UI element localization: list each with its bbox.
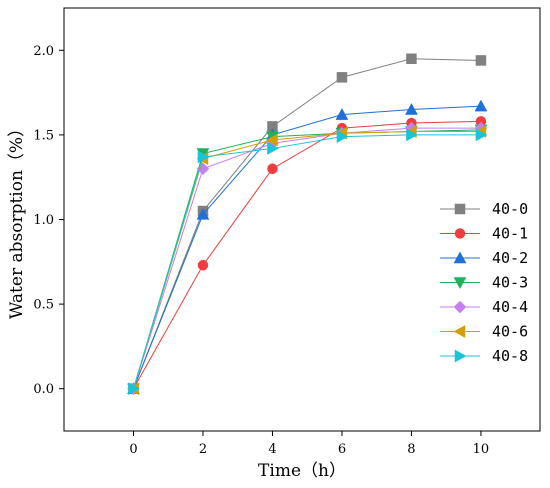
legend-label: 40-4 [492, 298, 528, 316]
x-tick-label: 10 [473, 442, 490, 457]
x-tick-label: 4 [268, 442, 276, 457]
series-40-2 [127, 99, 488, 394]
x-tick-label: 8 [407, 442, 415, 457]
legend-marker [453, 277, 467, 290]
legend-item: 40-0 [440, 200, 528, 218]
legend-marker [454, 228, 466, 239]
legend-item: 40-3 [440, 274, 528, 292]
series-40-6 [126, 125, 487, 396]
legend-label: 40-2 [492, 249, 528, 267]
series-line [133, 105, 481, 389]
axes: 0 2 4 6 8 10 0.0 0.5 1.0 1.5 2.0 [33, 44, 489, 457]
data-point [197, 150, 210, 164]
data-point [406, 128, 418, 142]
y-tick-label: 2.0 [33, 44, 54, 59]
legend-label: 40-3 [492, 274, 528, 292]
series-40-4 [127, 121, 488, 396]
legend-item: 40-6 [440, 323, 528, 341]
data-point [475, 128, 488, 142]
series-line [133, 134, 481, 389]
data-point [128, 382, 141, 396]
series-line [133, 120, 481, 389]
legend-item: 40-4 [440, 298, 528, 316]
x-tick-label: 0 [129, 442, 137, 457]
legend: 40-0 40-1 40-2 40-3 40-4 40-6 40-8 [440, 200, 528, 365]
legend-marker [453, 325, 466, 338]
data-point [405, 102, 418, 115]
x-tick-label: 2 [199, 442, 207, 457]
data-point [197, 259, 209, 271]
plot-frame [63, 7, 541, 432]
data-point [474, 99, 488, 112]
data-point [475, 55, 487, 66]
y-tick-label: 1.5 [33, 128, 54, 143]
data-point [336, 130, 349, 144]
legend-marker [453, 300, 467, 314]
data-point [267, 163, 278, 174]
data-point [196, 207, 210, 220]
series-40-3 [127, 124, 488, 396]
series-line [133, 127, 481, 389]
data-point [336, 72, 348, 83]
series-line [133, 58, 481, 389]
y-axis-title: Water absorption（%） [7, 120, 27, 319]
x-tick-label: 6 [338, 442, 346, 457]
x-axis-title: Time（h） [258, 461, 346, 481]
y-tick-label: 1.0 [33, 213, 54, 228]
data-point [267, 142, 279, 155]
series-lines [126, 53, 488, 396]
series-line [133, 131, 481, 389]
legend-marker [453, 251, 467, 264]
legend-item: 40-1 [440, 225, 528, 243]
legend-item: 40-8 [440, 347, 528, 365]
legend-label: 40-8 [492, 347, 528, 365]
legend-marker [454, 349, 467, 363]
legend-label: 40-0 [492, 200, 528, 218]
legend-item: 40-2 [440, 249, 528, 267]
y-tick-label: 0.5 [33, 298, 54, 313]
legend-label: 40-6 [492, 323, 528, 341]
series-40-1 [128, 116, 487, 394]
legend-label: 40-1 [492, 225, 528, 243]
data-point [335, 108, 349, 120]
series-40-8 [128, 128, 488, 396]
data-point [265, 133, 278, 147]
y-tick-label: 0.0 [33, 382, 54, 397]
legend-marker [454, 203, 466, 215]
data-point [406, 53, 417, 65]
